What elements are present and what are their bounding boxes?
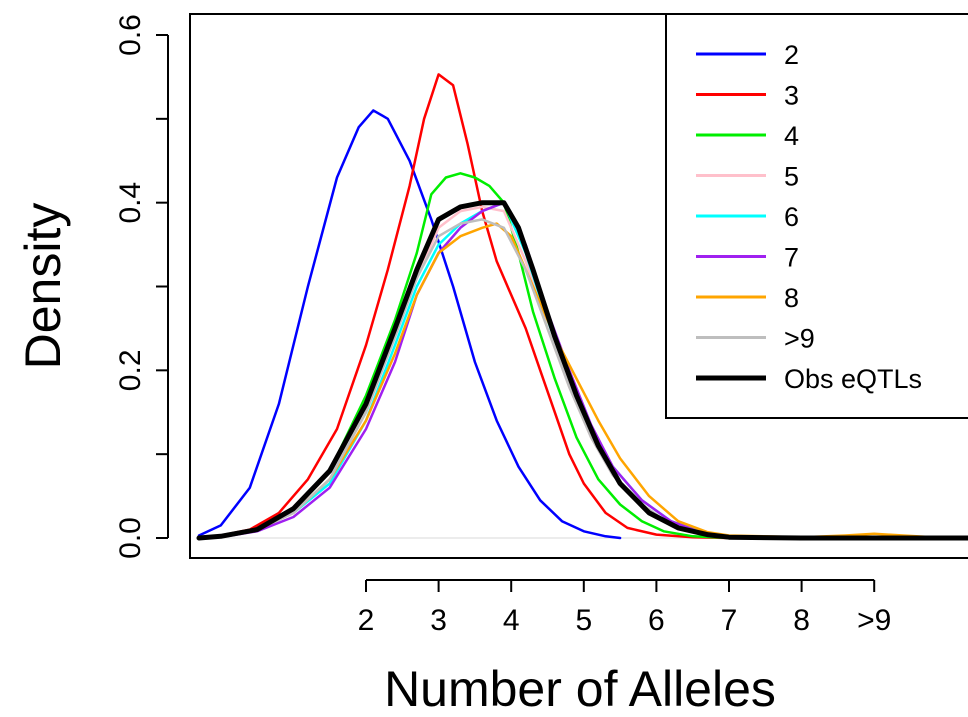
y-axis-ticks: 0.0 0.2 0.4 0.6 [114,14,169,559]
x-tick-label: 5 [575,604,592,637]
series-line-0 [197,109,622,540]
x-axis-title: Number of Alleles [384,661,776,717]
legend-label: 4 [784,121,799,151]
x-tick-label: 8 [793,604,810,637]
legend-label: 5 [784,162,799,192]
x-tick-label: 7 [721,604,738,637]
legend-label: 2 [784,40,799,70]
y-tick-label: 0.0 [114,517,147,559]
x-tick-label: >9 [857,604,891,637]
plot-frame [189,13,968,559]
x-axis-ticks: 2 3 4 5 6 7 8 >9 [358,580,891,637]
legend-label: 6 [784,202,799,232]
x-tick-label: 3 [430,604,447,637]
legend-label: 3 [784,81,799,111]
series-line-8 [196,200,968,541]
y-tick-label: 0.4 [114,182,147,224]
legend-label: 8 [784,283,799,313]
x-tick-label: 2 [358,604,375,637]
series-line-1 [197,73,731,540]
legend-label: 7 [784,243,799,273]
y-tick-label: 0.2 [114,349,147,391]
series-layer [196,73,968,541]
legend-label: >9 [784,324,815,354]
x-tick-label: 4 [503,604,520,637]
series-line-2 [197,172,731,540]
y-axis-title: Density [15,203,71,370]
y-tick-label: 0.6 [114,14,147,56]
x-tick-label: 6 [648,604,665,637]
legend: 2 3 4 5 6 7 8 >9 Obs eQTLs [665,13,968,419]
legend-label: Obs eQTLs [784,364,922,394]
